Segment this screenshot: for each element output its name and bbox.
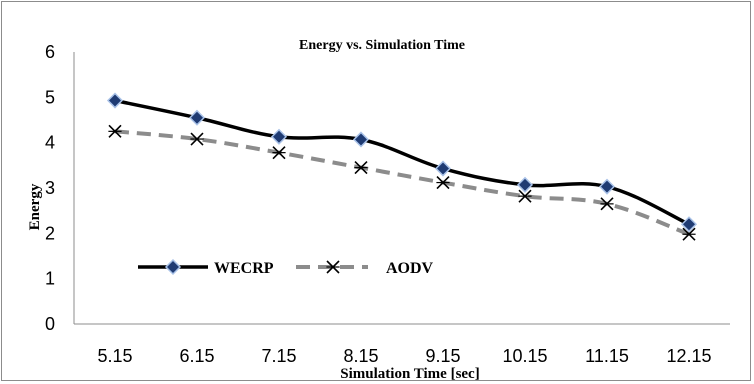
data-point	[436, 175, 450, 190]
x-tick-label: 7.15	[261, 346, 296, 366]
legend-label: AODV	[386, 260, 434, 277]
x-axis-title: Simulation Time [sec]	[340, 366, 479, 382]
series-line-aodv	[114, 129, 690, 237]
data-point	[600, 197, 614, 211]
legend-marker	[326, 260, 340, 274]
series-wecrp	[106, 92, 698, 233]
legend-entry-wecrp: WECRP	[138, 258, 274, 277]
legend: WECRP AODV	[138, 258, 434, 277]
data-point	[108, 124, 122, 138]
data-point	[352, 131, 370, 148]
series-layer	[106, 92, 698, 241]
y-axis-title: Energy	[27, 183, 43, 230]
data-point	[682, 227, 696, 241]
x-tick-label: 10.15	[502, 346, 547, 366]
axes	[73, 52, 730, 325]
series-aodv	[108, 124, 696, 241]
tick-labels: 0 1 2 3 4 5 6 5.15 6.15 7.15 8.15 9.15 10.15 11.15 12.…	[45, 42, 712, 366]
data-point	[598, 178, 616, 195]
x-tick-label: 11.15	[585, 346, 629, 366]
data-point	[272, 146, 286, 160]
legend-marker	[164, 258, 182, 276]
x-tick-label: 5.15	[97, 346, 132, 366]
data-point	[354, 161, 368, 175]
data-point	[190, 132, 204, 146]
series-line-wecrp	[114, 98, 690, 226]
y-tick-label: 0	[45, 314, 55, 334]
data-point	[434, 160, 452, 177]
y-tick-label: 6	[45, 42, 55, 62]
y-tick-label: 4	[45, 133, 55, 153]
x-tick-label: 9.15	[425, 346, 460, 366]
legend-entry-aodv: AODV	[296, 260, 434, 277]
data-point	[188, 109, 206, 126]
y-tick-label: 2	[45, 223, 55, 243]
x-tick-label: 12.15	[666, 346, 711, 366]
chart-title: Energy vs. Simulation Time	[299, 38, 465, 53]
x-tick-label: 6.15	[179, 346, 214, 366]
data-point	[518, 189, 532, 203]
data-point	[270, 128, 288, 145]
y-tick-label: 3	[45, 178, 55, 198]
data-point	[680, 216, 698, 233]
legend-label: WECRP	[214, 260, 274, 277]
y-tick-label: 5	[45, 87, 55, 107]
y-tick-label: 1	[45, 269, 55, 289]
x-tick-label: 8.15	[343, 346, 378, 366]
data-point	[106, 92, 124, 109]
data-point	[516, 176, 534, 193]
